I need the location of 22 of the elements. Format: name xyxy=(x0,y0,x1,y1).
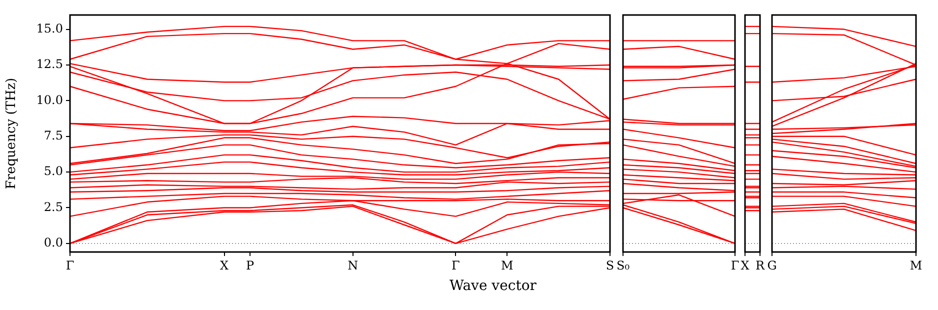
x-tick-label: S₀ xyxy=(616,258,630,272)
x-tick-label: Γ xyxy=(66,258,74,272)
x-tick-label: S xyxy=(606,258,614,272)
y-tick-label: 7.5 xyxy=(44,128,63,142)
x-tick-label: G xyxy=(767,258,777,272)
y-tick-label: 15.0 xyxy=(36,21,63,36)
y-tick-label: 12.5 xyxy=(36,57,63,72)
x-tick-label: X xyxy=(740,258,750,272)
x-axis-title: Wave vector xyxy=(448,278,538,294)
y-tick-label: 0.0 xyxy=(44,236,63,250)
x-tick-label: R xyxy=(755,258,766,272)
x-tick-label: X xyxy=(220,258,230,272)
x-tick-label: P xyxy=(246,258,254,272)
x-tick-label: M xyxy=(500,258,514,272)
x-tick-label: Γ xyxy=(452,258,460,272)
y-axis-title: Frequency (THz) xyxy=(4,78,20,190)
y-tick-label: 5.0 xyxy=(44,164,63,178)
x-tick-label: N xyxy=(348,258,358,272)
x-tick-label: Γ xyxy=(730,258,740,272)
y-tick-label: 2.5 xyxy=(44,200,63,214)
y-tick-label: 10.0 xyxy=(36,92,63,107)
x-tick-label: M xyxy=(910,258,922,272)
